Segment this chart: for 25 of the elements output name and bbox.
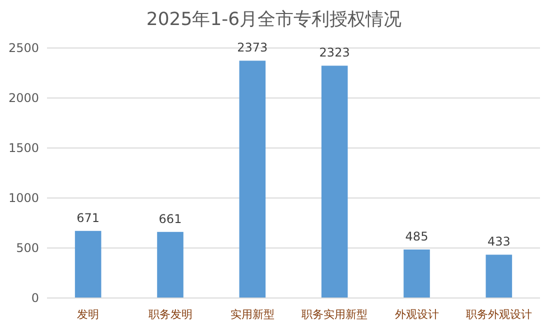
x-tick-label: 外观设计 [394, 308, 439, 321]
bar [74, 230, 102, 298]
y-tick-label: 2500 [8, 41, 39, 56]
x-tick-label: 职务实用新型 [302, 308, 368, 321]
bar [239, 60, 266, 298]
y-tick-label: 1000 [8, 191, 39, 206]
bar [157, 232, 184, 298]
data-label: 433 [487, 234, 510, 249]
y-tick-label: 2000 [8, 91, 39, 106]
data-label: 2373 [237, 40, 268, 55]
x-tick-label: 职务发明 [148, 308, 192, 321]
x-tick-label: 发明 [77, 308, 100, 321]
x-tick-label: 实用新型 [230, 308, 274, 321]
bar [404, 250, 430, 298]
chart-title: 2025年1-6月全市专利授权情况 [146, 9, 402, 30]
y-tick-label: 0 [31, 291, 39, 306]
data-label: 2323 [319, 46, 350, 60]
data-label: 671 [76, 210, 100, 225]
data-label: 661 [158, 212, 182, 226]
y-tick-label: 1500 [8, 141, 39, 156]
data-label: 485 [405, 230, 428, 244]
y-tick-label: 500 [16, 241, 39, 256]
x-tick-label: 职务外观设计 [466, 308, 532, 321]
bar [321, 66, 348, 298]
bar [486, 254, 512, 298]
